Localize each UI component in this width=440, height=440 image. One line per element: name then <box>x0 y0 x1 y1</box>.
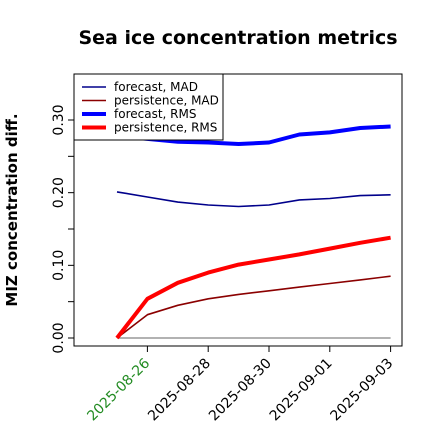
y-tick-label: 0.30 <box>51 104 67 135</box>
legend-label-1: forecast, MAD <box>114 80 198 94</box>
chart-title: Sea ice concentration metrics <box>78 27 397 49</box>
legend-label-2: persistence, MAD <box>114 94 219 108</box>
y-axis: 0.00 0.10 0.20 0.30 <box>51 104 75 354</box>
series-line-4 <box>115 235 391 340</box>
series-line-2 <box>116 275 391 339</box>
legend-label-3: forecast, RMS <box>114 107 196 121</box>
x-tick-label: 2025-09-03 <box>328 356 397 425</box>
series-group <box>115 124 391 340</box>
y-tick-label: 0.00 <box>51 322 67 353</box>
y-axis-label: MIZ concentration diff. <box>3 113 21 306</box>
series-line-1 <box>116 191 391 208</box>
y-tick-label: 0.10 <box>51 250 67 281</box>
y-tick-label: 0.20 <box>51 177 67 208</box>
x-tick-label: 2025-08-30 <box>206 356 275 425</box>
legend-label-4: persistence, RMS <box>114 121 217 135</box>
x-tick-label: 2025-09-01 <box>267 356 336 425</box>
x-axis: 2025-08-262025-08-282025-08-302025-09-01… <box>84 345 397 425</box>
x-tick-label: 2025-08-28 <box>145 356 214 425</box>
x-tick-label: 2025-08-26 <box>84 355 153 424</box>
